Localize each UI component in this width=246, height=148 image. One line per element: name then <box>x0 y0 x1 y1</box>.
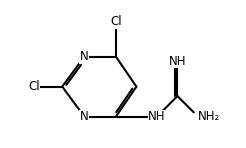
Text: Cl: Cl <box>28 80 40 93</box>
Text: N: N <box>80 50 89 63</box>
Text: Cl: Cl <box>110 15 122 28</box>
Text: N: N <box>80 110 89 123</box>
Text: NH: NH <box>169 55 186 68</box>
Text: NH₂: NH₂ <box>198 110 220 123</box>
Text: NH: NH <box>148 110 166 123</box>
